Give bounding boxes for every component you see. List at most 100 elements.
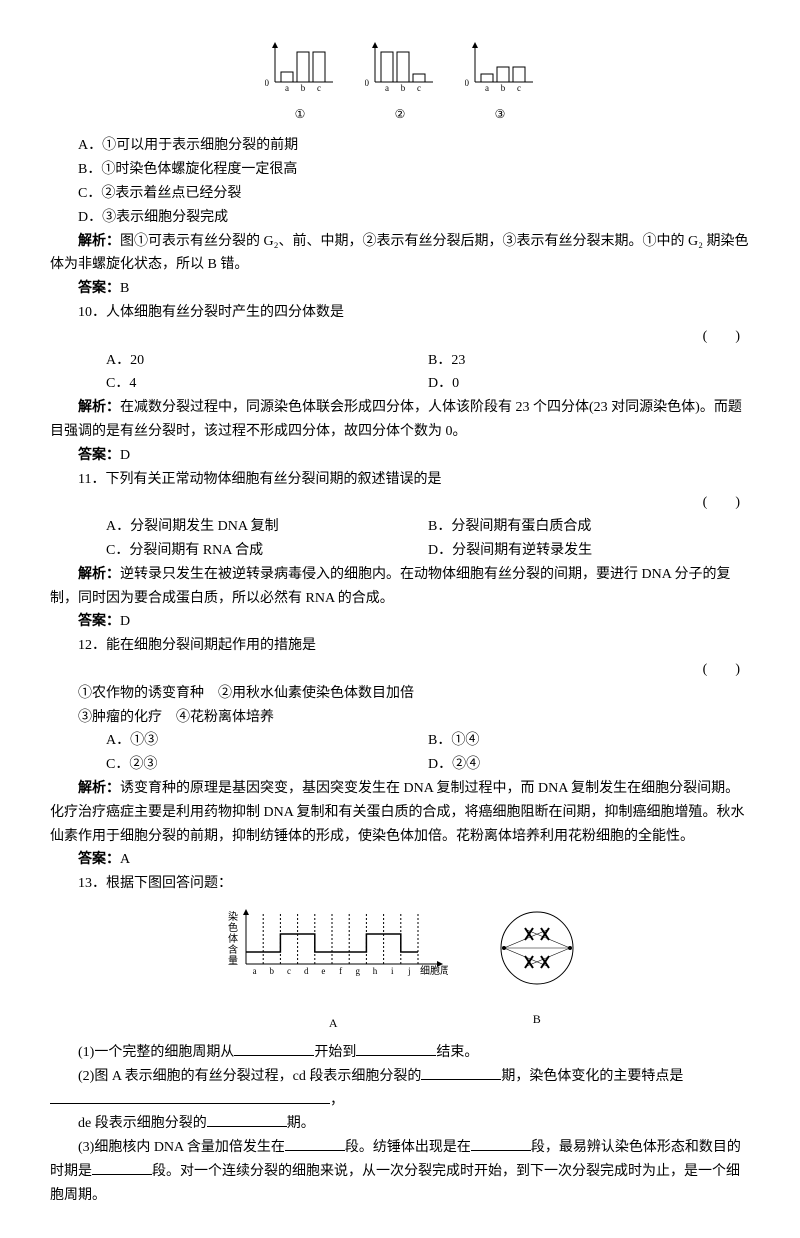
paren-marker: ( )	[703, 325, 740, 349]
q13-p1-b: 开始到	[314, 1045, 356, 1060]
mini-bar-chart: 0 abc ③	[465, 40, 535, 124]
svg-text:a: a	[253, 966, 257, 976]
blank	[207, 1112, 287, 1127]
analysis-pre: 解析：图①可表示有丝分裂的 G₂、前、中期，②表示有丝分裂后期，③表示有丝分裂末…	[50, 230, 750, 278]
svg-text:f: f	[339, 966, 342, 976]
q11-paren-row: ( )	[50, 491, 750, 515]
answer-label: 答案：	[78, 448, 120, 463]
q13-p4-d: 段。对一个连续分裂的细胞来说，从一次分裂完成时开始，到下一次分裂完成时为止，是一…	[50, 1164, 740, 1203]
q11-opts1: A．分裂间期发生 DNA 复制B．分裂间期有蛋白质合成	[50, 515, 750, 539]
q11-a: A．分裂间期发生 DNA 复制	[78, 515, 428, 539]
svg-text:c: c	[417, 83, 421, 93]
q13-p2: (2)图 A 表示细胞的有丝分裂过程，cd 段表示细胞分裂的期，染色体变化的主要…	[50, 1065, 750, 1113]
analysis-label: 解析：	[78, 781, 120, 796]
q12-c: C．②③	[78, 753, 428, 777]
answer-label: 答案：	[78, 852, 120, 867]
svg-text:0: 0	[265, 78, 270, 88]
q13-p1-a: (1)一个完整的细胞周期从	[78, 1045, 234, 1060]
q13-p3-a: de 段表示细胞分裂的	[78, 1116, 207, 1131]
q13-p1: (1)一个完整的细胞周期从开始到结束。	[50, 1041, 750, 1065]
analysis-text: 在减数分裂过程中，同源染色体联会形成四分体，人体该阶段有 23 个四分体(23 …	[50, 400, 742, 439]
top-charts: 0 abc ① 0 abc ② 0 abc ③	[50, 40, 750, 124]
mini-bar-chart: 0 abc ②	[365, 40, 435, 124]
svg-text:b: b	[501, 83, 506, 93]
q13-p4-a: (3)细胞核内 DNA 含量加倍发生在	[78, 1140, 285, 1155]
figure-b-cell: B	[492, 908, 582, 1029]
svg-text:体: 体	[228, 933, 238, 945]
q10-a: A．20	[78, 349, 428, 373]
q11-opts2: C．分裂间期有 RNA 合成D．分裂间期有逆转录发生	[50, 539, 750, 563]
svg-text:色: 色	[228, 921, 238, 934]
svg-text:b: b	[270, 966, 275, 976]
q12-analysis: 解析：诱变育种的原理是基因突变，基因突变发生在 DNA 复制过程中，而 DNA …	[50, 777, 750, 848]
mini-bar-chart: 0 abc ①	[265, 40, 335, 124]
q11-c: C．分裂间期有 RNA 合成	[78, 539, 428, 563]
q11-stem: 11．下列有关正常动物体细胞有丝分裂间期的叙述错误的是	[50, 468, 750, 492]
q10-opts1: A．20B．23	[50, 349, 750, 373]
answer-val: D	[120, 614, 130, 629]
svg-text:j: j	[407, 966, 411, 976]
blank	[234, 1041, 314, 1056]
answer-pre: 答案：B	[50, 277, 750, 301]
q13-p3: de 段表示细胞分裂的期。	[50, 1112, 750, 1136]
q13-p2-c: ，	[330, 1093, 344, 1108]
answer-val: A	[120, 852, 130, 867]
svg-text:染: 染	[228, 910, 238, 923]
svg-text:c: c	[517, 83, 521, 93]
svg-text:0: 0	[465, 78, 470, 88]
answer-label: 答案：	[78, 614, 120, 629]
svg-text:0: 0	[365, 78, 370, 88]
paren-marker: ( )	[703, 491, 740, 515]
svg-text:g: g	[356, 966, 361, 976]
q13-p4-b: 段。纺锤体出现是在	[345, 1140, 471, 1155]
svg-text:c: c	[287, 966, 291, 976]
svg-text:a: a	[485, 83, 489, 93]
svg-text:c: c	[317, 83, 321, 93]
svg-text:h: h	[373, 966, 378, 976]
q10-opts2: C．4D．0	[50, 372, 750, 396]
analysis-text: 图①可表示有丝分裂的 G₂、前、中期，②表示有丝分裂后期，③表示有丝分裂末期。①…	[50, 234, 748, 273]
opt-c: C．②表示着丝点已经分裂	[50, 182, 750, 206]
q10-c: C．4	[78, 372, 428, 396]
svg-text:a: a	[385, 83, 389, 93]
q13-stem: 13．根据下图回答问题：	[50, 872, 750, 896]
svg-text:i: i	[391, 966, 394, 976]
opt-b: B．①时染色体螺旋化程度一定很高	[50, 158, 750, 182]
q10-stem: 10．人体细胞有丝分裂时产生的四分体数是	[50, 301, 750, 325]
opt-d: D．③表示细胞分裂完成	[50, 206, 750, 230]
q12-d: D．②④	[428, 757, 480, 772]
answer-val: D	[120, 448, 130, 463]
analysis-text: 诱变育种的原理是基因突变，基因突变发生在 DNA 复制过程中，而 DNA 复制发…	[50, 781, 745, 844]
analysis-label: 解析：	[78, 400, 120, 415]
q10-answer: 答案：D	[50, 444, 750, 468]
svg-text:a: a	[285, 83, 289, 93]
q12-line1: ①农作物的诱变育种 ②用秋水仙素使染色体数目加倍	[50, 682, 750, 706]
q10-d: D．0	[428, 376, 459, 391]
svg-text:b: b	[401, 83, 406, 93]
svg-text:量: 量	[228, 955, 238, 967]
q12-stem: 12．能在细胞分裂间期起作用的措施是	[50, 634, 750, 658]
q12-opts2: C．②③D．②④	[50, 753, 750, 777]
blank	[421, 1065, 501, 1080]
q11-analysis: 解析：逆转录只发生在被逆转录病毒侵入的细胞内。在动物体细胞有丝分裂的间期，要进行…	[50, 563, 750, 611]
q10-paren-row: ( )	[50, 325, 750, 349]
q13-p2-b: 期，染色体变化的主要特点是	[501, 1069, 683, 1084]
q11-answer: 答案：D	[50, 610, 750, 634]
analysis-text: 逆转录只发生在被逆转录病毒侵入的细胞内。在动物体细胞有丝分裂的间期，要进行 DN…	[50, 567, 731, 606]
analysis-label: 解析：	[78, 234, 120, 249]
q12-answer: 答案：A	[50, 848, 750, 872]
q13-p4: (3)细胞核内 DNA 含量加倍发生在段。纺锤体出现是在段，最易辨认染色体形态和…	[50, 1136, 750, 1207]
svg-text:d: d	[304, 966, 309, 976]
q11-d: D．分裂间期有逆转录发生	[428, 543, 592, 558]
q11-b: B．分裂间期有蛋白质合成	[428, 519, 591, 534]
svg-text:b: b	[301, 83, 306, 93]
opt-a: A．①可以用于表示细胞分裂的前期	[50, 134, 750, 158]
svg-text:e: e	[322, 966, 326, 976]
q12-opts1: A．①③B．①④	[50, 729, 750, 753]
analysis-label: 解析：	[78, 567, 120, 582]
q12-a: A．①③	[78, 729, 428, 753]
blank	[471, 1136, 531, 1151]
q13-figure: 染色体含量 abcdefghij 细胞周期 A	[50, 904, 750, 1033]
answer-val: B	[120, 281, 129, 296]
q10-b: B．23	[428, 353, 465, 368]
